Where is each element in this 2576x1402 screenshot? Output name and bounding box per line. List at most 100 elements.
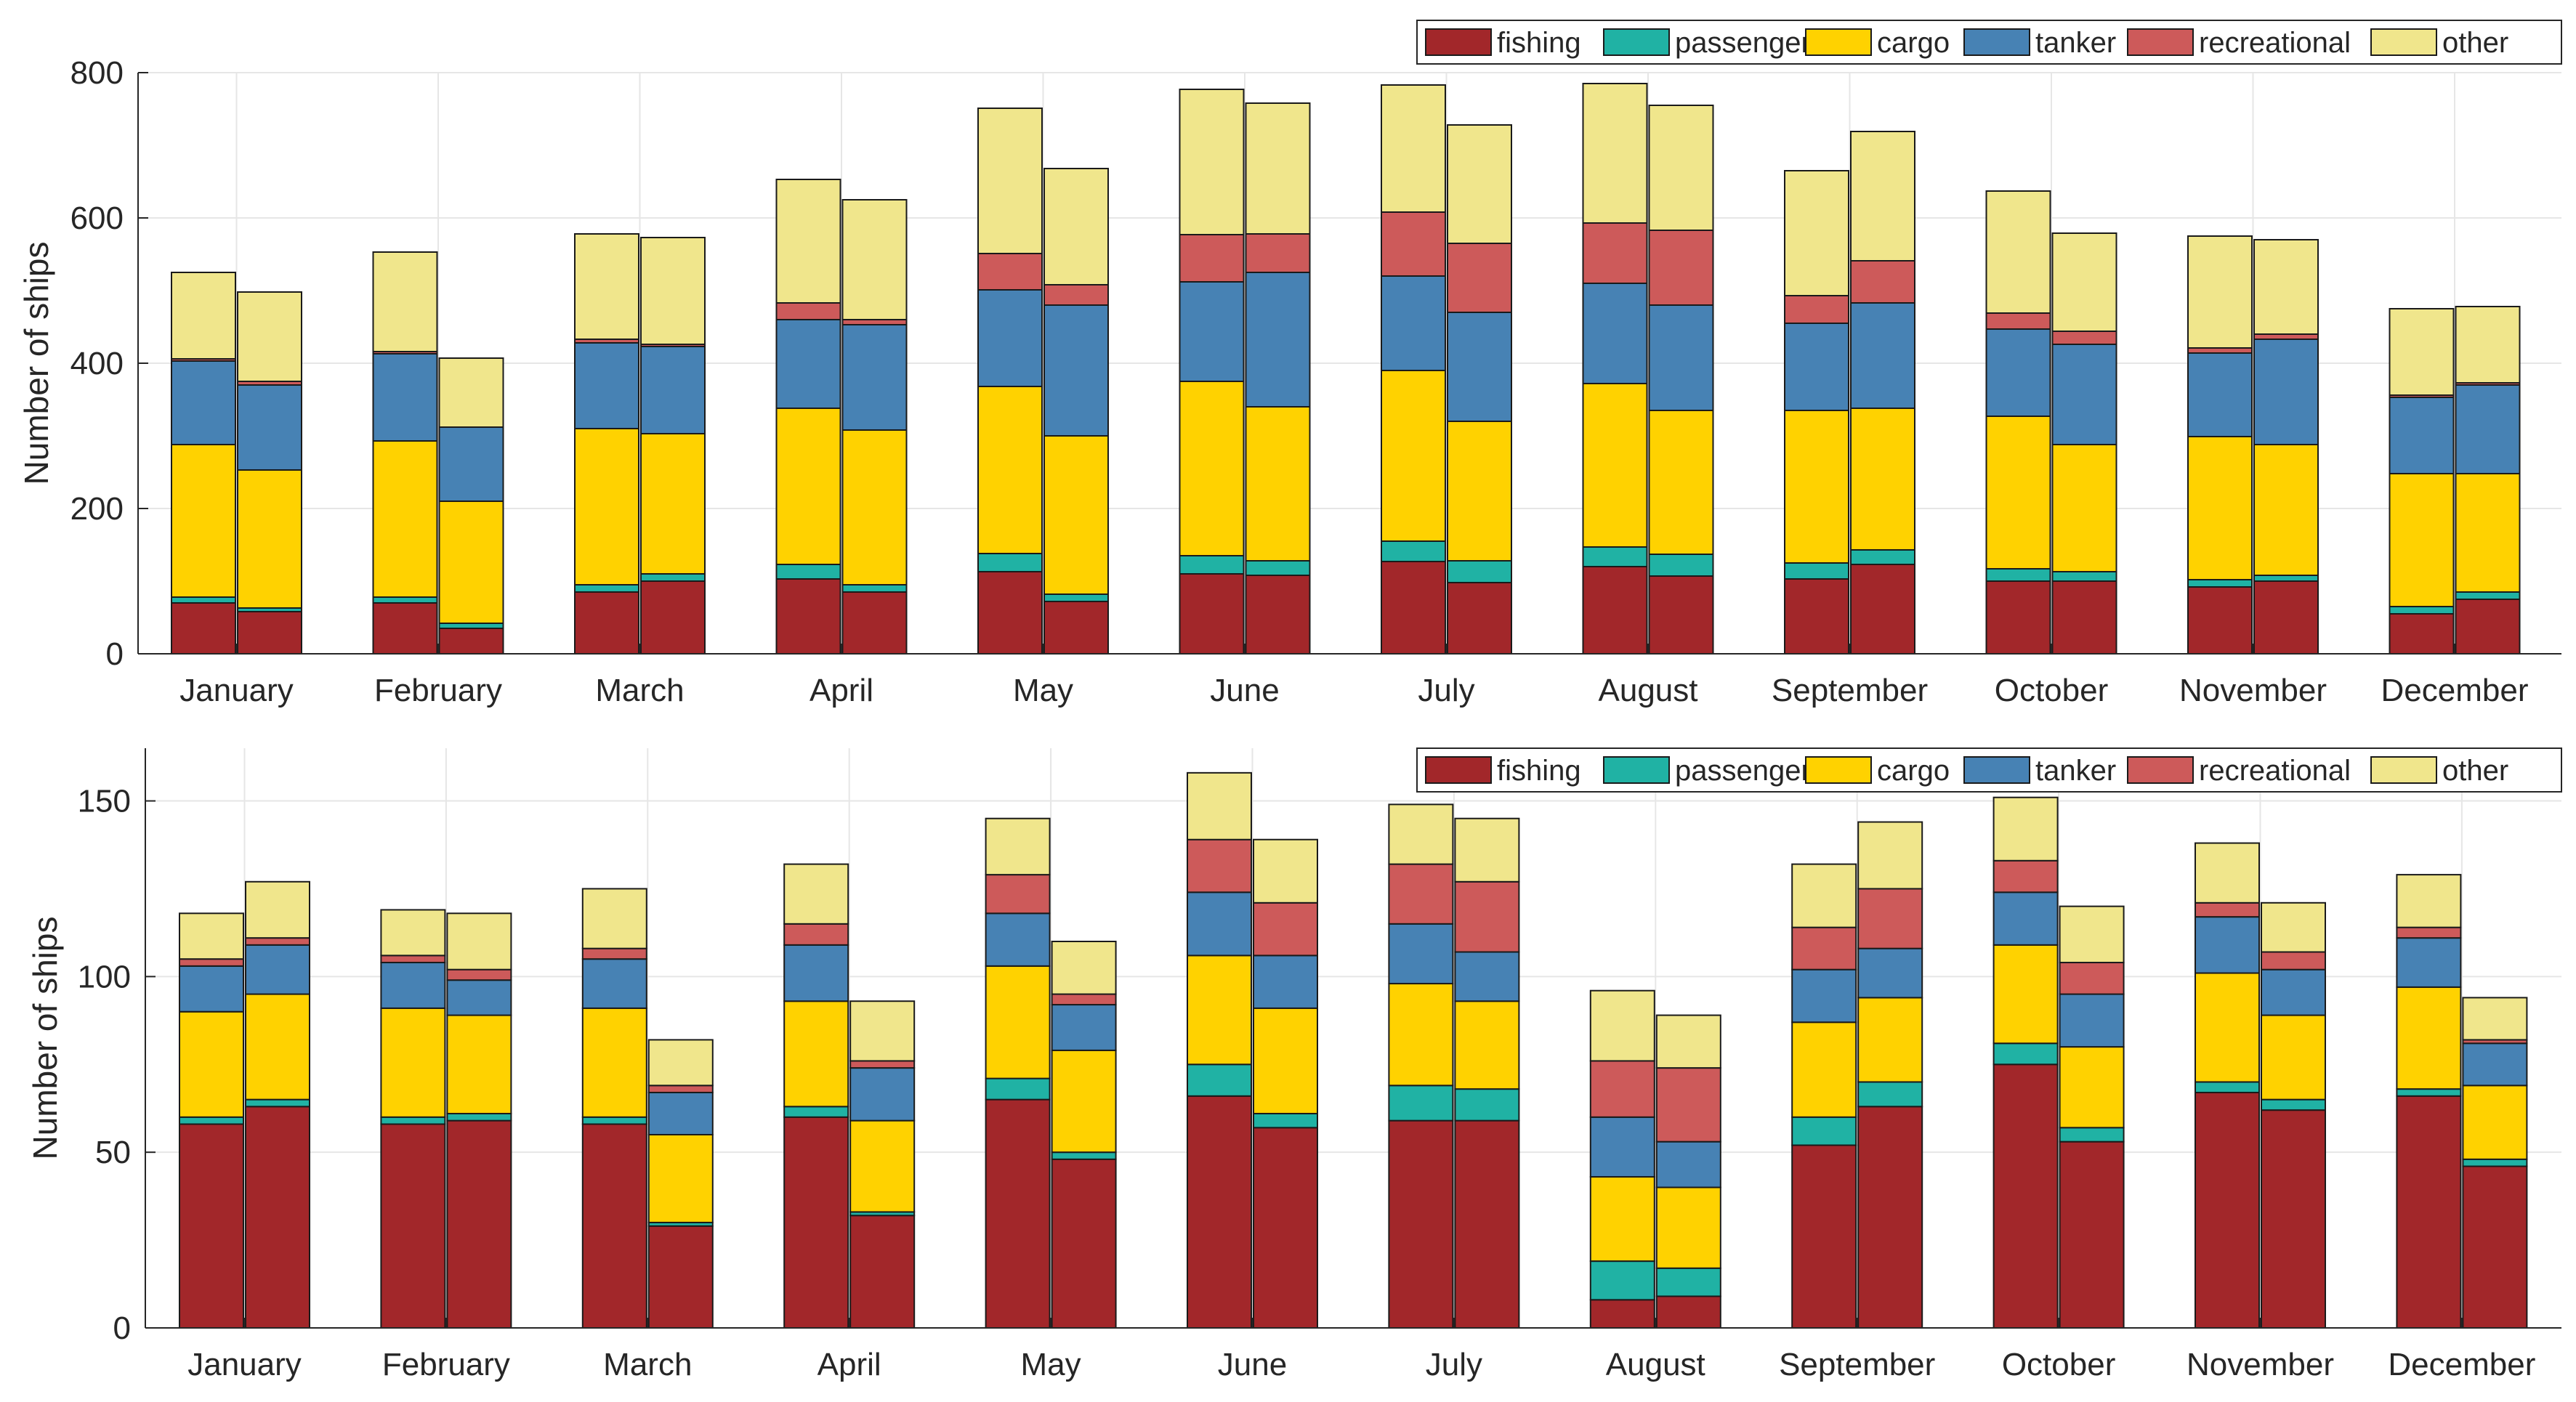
bar-segment-fishing [1187, 1095, 1252, 1329]
bar-segment-cargo [372, 440, 438, 598]
bar-segment-recreational [1850, 260, 1915, 304]
x-tick-label: December [2388, 1347, 2535, 1382]
bar-segment-other [1043, 168, 1109, 285]
bar-segment-cargo [1253, 1007, 1318, 1114]
bar-segment-tanker [380, 962, 446, 1009]
bar-segment-fishing [1381, 561, 1446, 655]
bar-segment-tanker [2389, 397, 2455, 474]
bar-segment-other [1850, 131, 1915, 262]
legend-label-cargo: cargo [1877, 27, 1950, 59]
bar-segment-recreational [1051, 993, 1117, 1006]
bar-segment-cargo [849, 1119, 916, 1213]
bar-segment-tanker [977, 289, 1043, 387]
bar-segment-passenger [1179, 555, 1245, 575]
bar-segment-passenger [438, 623, 504, 629]
legend-label-cargo: cargo [1877, 755, 1950, 787]
bar-segment-recreational [2059, 962, 2125, 995]
bar-segment-fishing [2059, 1140, 2125, 1329]
bar-segment-passenger [1648, 554, 1714, 577]
bar-segment-fishing [1648, 575, 1714, 655]
bar-segment-tanker [2261, 968, 2326, 1016]
bar-segment-passenger [2195, 1081, 2260, 1093]
bar-segment-cargo [1985, 416, 2051, 570]
x-tick-label: January [187, 1347, 302, 1382]
bar-segment-recreational [647, 1085, 714, 1093]
bar-segment-passenger [1253, 1112, 1318, 1129]
bar-segment-passenger [1381, 540, 1446, 562]
bar-segment-tanker [1454, 951, 1520, 1002]
bar-segment-fishing [775, 578, 841, 655]
bar-segment-fishing [581, 1123, 647, 1329]
x-tick-label: November [2179, 673, 2327, 708]
bar-segment-recreational [581, 947, 647, 960]
bar-segment-tanker [2455, 384, 2521, 474]
bar-segment-cargo [171, 444, 236, 598]
bar-segment-tanker [1582, 283, 1648, 384]
bar-segment-other [647, 1039, 714, 1087]
bar-segment-recreational [1655, 1067, 1721, 1143]
bar-segment-passenger [179, 1116, 244, 1125]
bar-segment-passenger [775, 564, 841, 580]
x-tick-label: July [1418, 673, 1474, 708]
bar-segment-fishing [438, 628, 504, 655]
bar-segment-other [1388, 803, 1454, 865]
bar-segment-recreational [1245, 233, 1311, 273]
bar-segment-tanker [1043, 304, 1109, 437]
y-axis-label: Number of ships [17, 242, 55, 485]
bar-segment-cargo [1648, 410, 1714, 555]
legend-swatch-recreational [2127, 756, 2194, 784]
bar-segment-passenger [783, 1106, 849, 1118]
legend-label-other: other [2442, 755, 2508, 787]
bar-segment-tanker [1784, 323, 1849, 411]
bar-segment-cargo [1589, 1176, 1655, 1263]
bar-segment-recreational [1179, 234, 1245, 283]
bar-segment-recreational [2261, 951, 2326, 971]
bar-segment-fishing [2462, 1165, 2528, 1329]
bar-segment-other [237, 291, 302, 382]
bar-segment-fishing [1253, 1127, 1318, 1329]
bar-segment-fishing [2253, 580, 2319, 655]
bar-segment-cargo [1187, 955, 1252, 1066]
bar-segment-tanker [2396, 937, 2462, 988]
bar-segment-fishing [1850, 564, 1915, 655]
bar-segment-other [1582, 83, 1648, 224]
bar-segment-tanker [1648, 304, 1714, 411]
legend-swatch-other [2370, 756, 2437, 784]
bar-segment-cargo [2389, 473, 2455, 607]
bar-segment-cargo [977, 386, 1043, 554]
legend-swatch-tanker [1963, 756, 2030, 784]
bar-segment-cargo [237, 469, 302, 609]
bar-segment-cargo [841, 429, 908, 585]
legend-swatch-cargo [1805, 28, 1872, 56]
x-tick-label: February [382, 1347, 510, 1382]
bar-segment-recreational [1454, 880, 1520, 953]
bar-segment-recreational [1589, 1060, 1655, 1118]
x-tick-label: October [1995, 673, 2109, 708]
bar-segment-passenger [977, 553, 1043, 572]
x-tick-label: June [1210, 673, 1279, 708]
y-tick-label: 0 [113, 1310, 131, 1346]
bar-segment-cargo [1454, 1000, 1520, 1090]
legend-swatch-tanker [1963, 28, 2030, 56]
bar-segment-recreational [1857, 888, 1923, 949]
bar-segment-other [783, 863, 849, 925]
bar-segment-cargo [438, 501, 504, 624]
y-tick-label: 0 [106, 636, 124, 672]
bar-segment-recreational [2253, 333, 2319, 340]
bar-segment-fishing [1784, 578, 1849, 655]
bar-segment-recreational [841, 319, 908, 325]
legend-label-passenger: passenger [1675, 27, 1811, 59]
bar-segment-tanker [1850, 302, 1915, 409]
x-tick-label: February [374, 673, 502, 708]
bar-segment-recreational [2187, 347, 2253, 354]
bar-segment-tanker [1589, 1116, 1655, 1178]
bar-segment-cargo [1388, 983, 1454, 1087]
legend-label-recreational: recreational [2199, 755, 2351, 787]
bar-segment-passenger [1857, 1081, 1923, 1108]
bar-segment-fishing [1582, 566, 1648, 655]
bar-segment-other [2187, 235, 2253, 349]
bar-segment-other [1253, 838, 1318, 904]
bar-segment-tanker [2187, 352, 2253, 437]
bar-segment-fishing [1245, 575, 1311, 655]
